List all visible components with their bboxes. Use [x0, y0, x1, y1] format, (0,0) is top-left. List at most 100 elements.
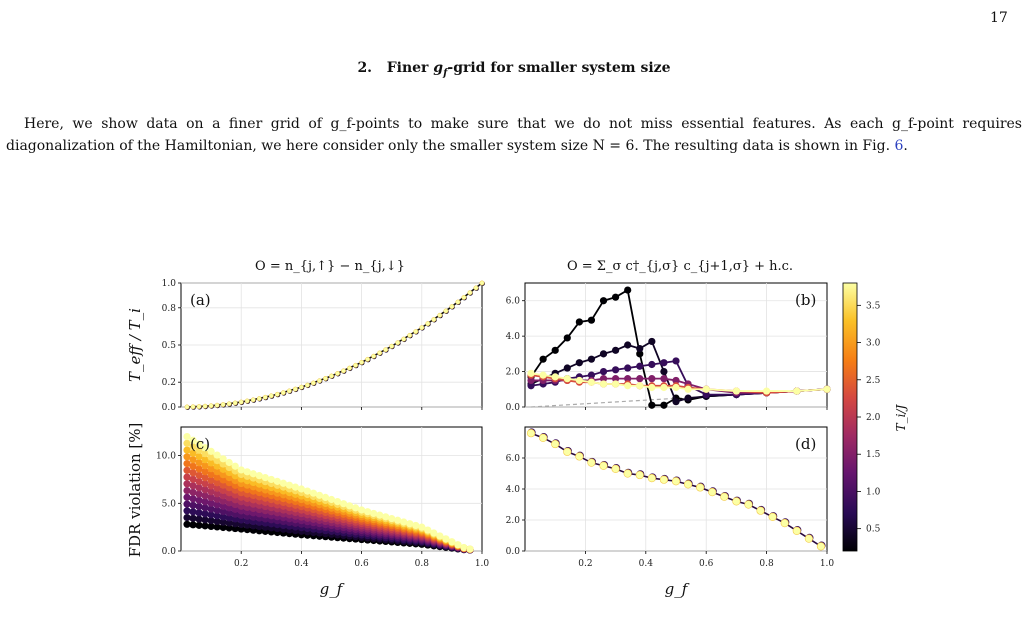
series-point-b: [672, 398, 680, 406]
x-tick-label: 0.2: [234, 559, 248, 569]
point-c: [201, 468, 209, 476]
point-a: [353, 362, 359, 368]
series-point-b: [793, 387, 801, 395]
series-point-b: [563, 334, 571, 342]
y-tick-label: 4.0: [506, 485, 521, 495]
point-c: [213, 451, 221, 459]
point-d: [659, 475, 669, 484]
point-d: [708, 488, 717, 497]
figure-link[interactable]: 6: [894, 138, 904, 154]
point-c: [207, 493, 215, 502]
point-c: [201, 516, 209, 524]
y-tick-label: 2.0: [506, 516, 521, 526]
point-a: [286, 388, 292, 394]
point-c: [213, 506, 221, 514]
body-paragraph: Here, we show data on a finer grid of g_…: [6, 113, 1022, 157]
point-a: [377, 350, 383, 356]
x-tick-label: 0.8: [759, 559, 774, 569]
point-c: [225, 509, 233, 517]
point-a: [238, 399, 244, 405]
point-c: [412, 521, 420, 530]
point-a: [292, 386, 298, 392]
point-a: [425, 321, 431, 327]
series-point-b: [575, 359, 583, 367]
point-c: [442, 535, 450, 543]
point-c: [219, 476, 227, 484]
col-title-right: O = Σ_σ c†_{j,σ} c_{j+1,σ} + h.c.: [567, 259, 793, 274]
point-c: [201, 492, 209, 500]
point-a: [190, 404, 196, 410]
point-c: [225, 519, 233, 527]
point-c: [219, 513, 227, 521]
y-tick-label: 0.5: [162, 341, 177, 351]
y-tick-label: 6.0: [506, 297, 521, 307]
point-c: [183, 466, 191, 474]
point-c: [213, 512, 221, 520]
series-point-b: [624, 382, 632, 390]
point-c: [406, 520, 414, 528]
point-d: [720, 492, 729, 501]
point-c: [207, 476, 215, 484]
point-c: [213, 523, 221, 531]
point-c: [388, 514, 396, 523]
chart-marks: [183, 280, 831, 554]
point-c: [382, 513, 390, 521]
point-d: [671, 477, 681, 486]
x-tick-label: 0.8: [415, 559, 430, 569]
series-point-b: [624, 364, 632, 372]
colorbar-tick-label: 1.0: [866, 487, 881, 497]
series-point-b: [599, 367, 608, 376]
point-c: [448, 538, 456, 546]
point-c: [219, 471, 227, 479]
series-point-b: [684, 385, 692, 393]
point-a: [395, 340, 401, 346]
colorbar-ticks: 3.5 3.0 2.5 2.0 1.5 1.0 0.5: [857, 301, 881, 535]
point-a: [214, 402, 220, 408]
point-d: [816, 542, 826, 551]
point-a: [389, 343, 395, 349]
y-tick-label: 0.0: [506, 403, 521, 413]
point-c: [213, 484, 221, 492]
point-c: [189, 514, 197, 522]
series-point-b: [648, 375, 656, 383]
point-c: [201, 480, 209, 488]
point-a: [341, 368, 346, 374]
y-tick-label: 6.0: [506, 454, 521, 464]
point-a: [479, 280, 485, 286]
point-d: [575, 452, 584, 461]
point-c: [183, 473, 191, 481]
point-c: [195, 484, 203, 492]
point-c: [183, 446, 191, 454]
point-c: [219, 508, 227, 516]
point-c: [225, 504, 233, 512]
point-a: [431, 317, 437, 322]
series-point-b: [660, 367, 668, 376]
series-point-b: [624, 341, 632, 349]
point-c: [219, 497, 227, 505]
point-c: [418, 523, 426, 531]
point-c: [207, 465, 215, 473]
series-point-b: [599, 375, 608, 383]
point-c: [207, 470, 215, 479]
point-a: [280, 390, 286, 396]
point-c: [273, 477, 281, 485]
colorbar-label: T_i/J: [894, 403, 908, 431]
y-tick-label: 0.0: [162, 547, 177, 557]
point-c: [201, 474, 209, 482]
point-a: [226, 401, 232, 407]
point-a: [461, 294, 467, 300]
point-c: [376, 511, 384, 519]
point-c: [195, 446, 203, 454]
series-point-b: [636, 344, 644, 353]
colorbar-tick-label: 1.5: [866, 450, 881, 460]
series-point-b: [763, 387, 771, 395]
series-point-b: [672, 376, 680, 385]
point-c: [195, 490, 203, 498]
tick-labels: 0.0 0.2 0.5 0.8 1.0 0.0 2.0 4.0 6.0 0.0 5.0 10.0 0.2…: [156, 279, 834, 569]
section-title-post: -grid for smaller system size: [447, 60, 671, 76]
point-c: [225, 479, 233, 487]
section-title-gf: g: [433, 60, 444, 76]
series-point-b: [527, 376, 535, 385]
point-d: [599, 461, 608, 470]
point-c: [201, 510, 209, 518]
